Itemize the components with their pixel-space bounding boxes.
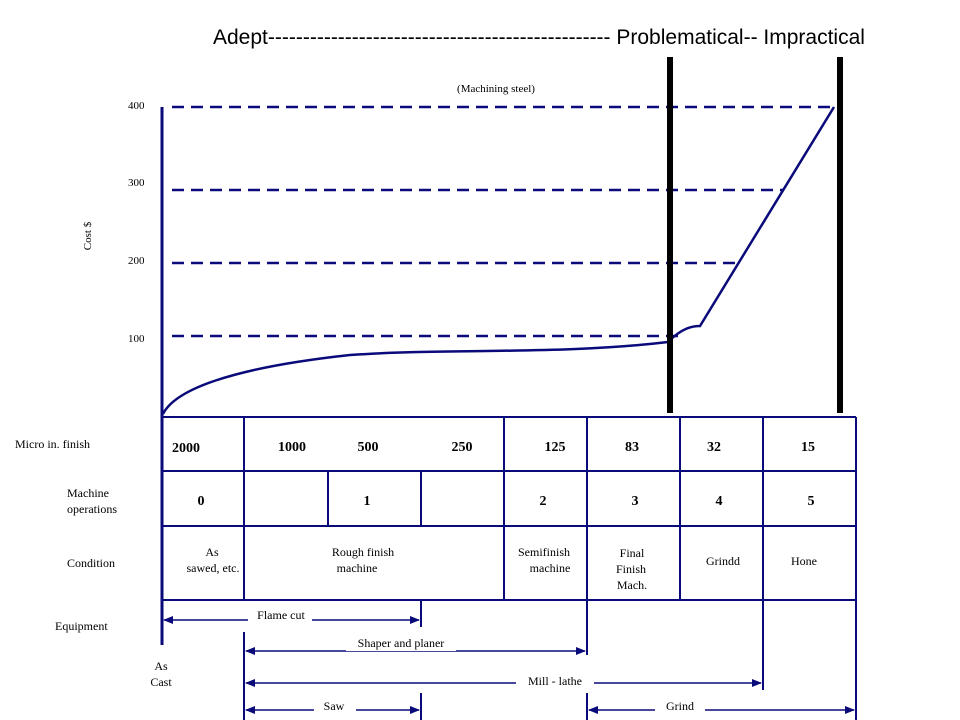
- operation-value: 4: [716, 494, 723, 509]
- row-label-operations-1: Machine: [67, 486, 109, 500]
- row-label-finish: Micro in. finish: [15, 437, 90, 451]
- finish-value: 250: [452, 440, 473, 455]
- y-axis-label: Cost $: [82, 221, 94, 250]
- condition-rough-2: machine: [337, 561, 378, 575]
- finish-value: 83: [625, 440, 639, 455]
- row-label-operations-2: operations: [67, 502, 117, 516]
- condition-final-1: Final: [620, 546, 645, 560]
- flame-cut-label-bg: [248, 606, 312, 622]
- condition-rough-1: Rough finish: [332, 545, 394, 559]
- y-tick-300: 300: [128, 177, 145, 189]
- zone-title: Adept-----------------------------------…: [213, 26, 865, 49]
- table-grid: [162, 416, 857, 720]
- mill-label-bg: [516, 673, 594, 689]
- finish-value: 32: [707, 440, 721, 455]
- grind-label: Grind: [666, 699, 694, 713]
- as-cast-label-1: As: [154, 659, 168, 673]
- condition-as-sawed-1: As: [205, 545, 219, 559]
- operation-value: 5: [808, 494, 815, 509]
- shaper-label-bg: [346, 636, 456, 651]
- finish-value: 15: [801, 440, 815, 455]
- flame-cut-label: Flame cut: [257, 608, 305, 622]
- condition-final-2: Finish: [616, 562, 646, 576]
- y-tick-400: 400: [128, 100, 145, 112]
- condition-grind: Grindd: [706, 554, 740, 568]
- mill-lathe-label: Mill - lathe: [528, 674, 582, 688]
- equipment-arrows: [163, 616, 855, 714]
- conditions: As sawed, etc. Rough finish machine Semi…: [187, 545, 817, 592]
- finish-value: 125: [545, 440, 566, 455]
- operation-values: 0 1 2 3 4 5: [198, 494, 815, 509]
- row-label-equipment: Equipment: [55, 619, 108, 633]
- condition-as-sawed-2: sawed, etc.: [187, 561, 240, 575]
- operation-value: 2: [540, 494, 547, 509]
- condition-final-3: Mach.: [617, 578, 647, 592]
- finish-value: 1000: [278, 440, 306, 455]
- y-tick-100: 100: [128, 333, 145, 345]
- row-label-condition: Condition: [67, 556, 115, 570]
- cost-curve: [161, 106, 836, 415]
- finish-value: 2000: [172, 441, 200, 456]
- operation-value: 0: [198, 494, 205, 509]
- chart-subtitle: (Machining steel): [457, 83, 535, 95]
- condition-semifinish-2: machine: [530, 561, 571, 575]
- finish-values: 2000 1000 500 250 125 83 32 15: [172, 440, 815, 456]
- as-cast-label-2: Cast: [150, 675, 172, 689]
- finish-value: 500: [358, 440, 379, 455]
- condition-hone: Hone: [791, 554, 817, 568]
- shaper-label: Shaper and planer: [358, 636, 445, 650]
- reference-lines: [172, 105, 834, 338]
- operation-value: 3: [632, 494, 639, 509]
- y-tick-200: 200: [128, 255, 145, 267]
- condition-semifinish-1: Semifinish: [518, 545, 570, 559]
- saw-label-bg: [314, 700, 356, 715]
- operation-value: 1: [364, 494, 371, 509]
- grind-label-bg: [655, 700, 705, 715]
- saw-label: Saw: [324, 699, 345, 713]
